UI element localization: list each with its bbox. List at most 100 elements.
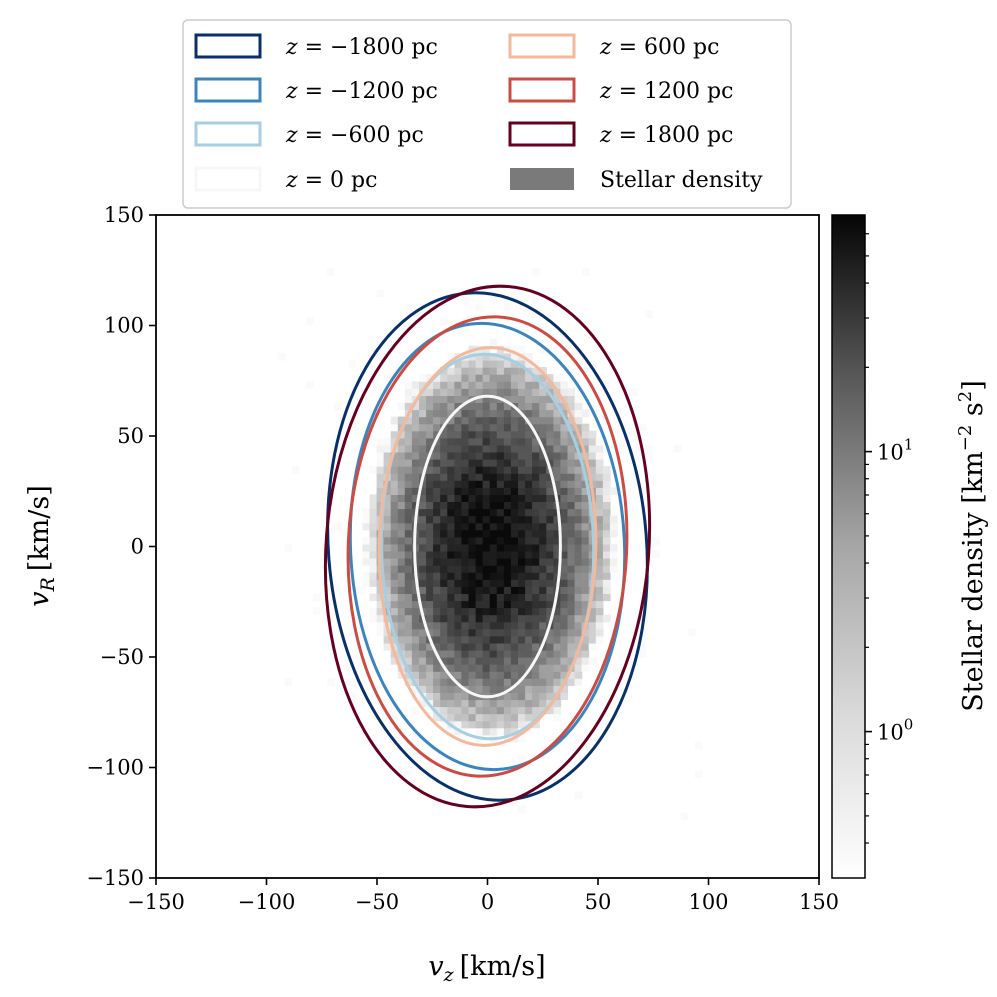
density-cell	[546, 558, 554, 566]
density-cell	[560, 586, 569, 594]
density-cell	[390, 593, 399, 602]
density-cell	[510, 494, 519, 502]
legend-entry: z = 1200 pc	[508, 77, 733, 104]
density-cell	[461, 635, 470, 644]
density-cell	[440, 706, 448, 715]
density-cell	[468, 430, 477, 439]
density-cell	[482, 430, 491, 439]
density-cell	[369, 543, 378, 552]
density-cell	[581, 437, 590, 446]
density-cell	[468, 480, 477, 488]
density-cell	[595, 621, 604, 630]
density-cell	[440, 600, 448, 609]
legend-entry: z = 1800 pc	[508, 121, 733, 148]
density-cell	[645, 451, 653, 460]
density-cell	[525, 423, 533, 432]
density-cell	[567, 607, 576, 616]
density-cell	[532, 487, 540, 495]
density-cell	[461, 713, 470, 722]
density-cell	[475, 536, 484, 545]
density-cell	[411, 459, 420, 467]
density-cell	[461, 664, 470, 672]
density-cell	[489, 699, 498, 708]
density-cell	[468, 487, 477, 495]
density-cell	[426, 487, 434, 495]
density-cell	[397, 614, 406, 623]
density-cell	[397, 621, 406, 630]
density-cell	[369, 550, 378, 559]
density-cell	[567, 444, 576, 453]
density-cell	[525, 480, 533, 488]
x-tick-label: −100	[238, 890, 296, 914]
density-cell	[404, 770, 413, 778]
density-cell	[426, 529, 434, 538]
density-cell	[404, 487, 413, 495]
density-cell	[560, 423, 569, 432]
x-tick-label: 100	[688, 890, 728, 914]
density-cell	[510, 352, 519, 361]
density-cell	[404, 671, 413, 679]
density-cell	[489, 657, 498, 665]
density-cell	[454, 444, 463, 453]
density-cell	[433, 579, 441, 587]
density-cell	[532, 572, 540, 580]
density-cell	[440, 572, 448, 580]
density-cell	[518, 635, 526, 644]
density-cell	[404, 430, 413, 439]
density-cell	[447, 642, 455, 651]
density-cell	[440, 536, 448, 545]
density-cell	[694, 770, 703, 778]
density-cell	[518, 699, 526, 708]
density-cell	[383, 529, 392, 538]
density-cell	[426, 607, 434, 616]
density-cell	[482, 494, 491, 502]
density-cell	[546, 416, 554, 425]
density-cell	[433, 536, 441, 545]
density-cell	[581, 572, 590, 580]
density-cell	[426, 692, 434, 701]
density-cell	[390, 657, 399, 665]
density-cell	[447, 706, 455, 715]
density-cell	[404, 508, 413, 517]
density-cell	[532, 642, 540, 651]
density-cell	[560, 529, 569, 538]
density-cell	[454, 565, 463, 573]
density-cell	[546, 402, 554, 411]
density-cell	[525, 508, 533, 517]
density-cell	[440, 522, 448, 531]
density-cell	[475, 614, 484, 623]
x-tick-label: 150	[799, 890, 839, 914]
density-cell	[595, 586, 604, 594]
density-cell	[581, 459, 590, 467]
density-cell	[461, 381, 470, 389]
density-cell	[560, 409, 569, 418]
density-cell	[581, 494, 590, 502]
density-cell	[574, 593, 583, 602]
density-cell	[510, 614, 519, 623]
density-cell	[503, 515, 512, 524]
density-cell	[390, 579, 399, 587]
density-cell	[560, 402, 569, 411]
density-cell	[440, 508, 448, 517]
density-cell	[503, 586, 512, 594]
density-cell	[560, 459, 569, 467]
density-cell	[468, 444, 477, 453]
density-cell	[411, 657, 420, 665]
density-cell	[510, 664, 519, 672]
density-cell	[546, 586, 554, 594]
density-cell	[447, 621, 455, 630]
density-cell	[553, 473, 562, 481]
density-cell	[341, 678, 349, 686]
density-cell	[525, 558, 533, 566]
density-cell	[447, 713, 455, 722]
density-cell	[588, 430, 597, 439]
density-cell	[433, 423, 441, 432]
density-cell	[574, 657, 583, 665]
density-cell	[518, 529, 526, 538]
density-cell	[489, 423, 498, 432]
density-cell	[602, 381, 611, 389]
density-cell	[609, 529, 618, 538]
density-cell	[454, 367, 463, 375]
density-cell	[489, 388, 498, 396]
density-cell	[419, 593, 427, 602]
